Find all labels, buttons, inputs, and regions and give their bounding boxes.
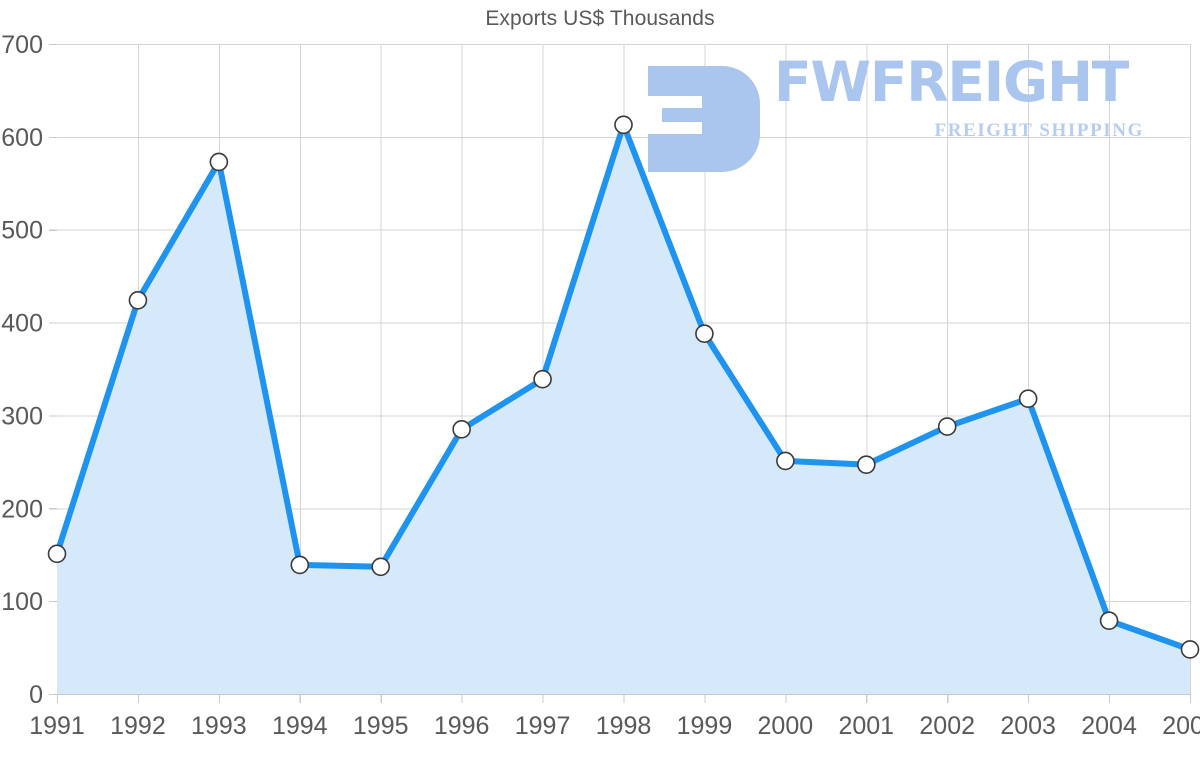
data-point-marker[interactable] bbox=[371, 557, 391, 577]
data-point-marker[interactable] bbox=[209, 152, 229, 172]
x-axis-tick-label: 1991 bbox=[29, 712, 85, 740]
series-markers-group bbox=[47, 115, 1200, 659]
data-point-marker[interactable] bbox=[1180, 640, 1200, 659]
data-point-marker[interactable] bbox=[856, 455, 876, 474]
x-axis-tick-label: 1998 bbox=[596, 712, 652, 740]
x-axis-tick-label: 2000 bbox=[758, 712, 814, 740]
x-axis-tick-label: 2001 bbox=[838, 712, 894, 740]
data-point-marker[interactable] bbox=[1018, 389, 1038, 409]
x-axis-tick-label: 1992 bbox=[110, 712, 166, 740]
data-point-marker[interactable] bbox=[614, 115, 633, 135]
x-axis-tick-label: 2002 bbox=[919, 712, 975, 740]
series-area bbox=[57, 124, 1190, 695]
tickmarks-group bbox=[49, 43, 1192, 703]
x-axis-tick-label: 2005 bbox=[1162, 712, 1200, 740]
y-axis-labels-group: 0 100 200 300 400 500 600 700 bbox=[1, 31, 43, 709]
data-point-marker[interactable] bbox=[47, 544, 67, 564]
data-point-marker[interactable] bbox=[695, 324, 714, 344]
data-point-marker[interactable] bbox=[290, 555, 310, 575]
data-point-marker[interactable] bbox=[452, 420, 471, 439]
data-point-marker[interactable] bbox=[1099, 611, 1119, 630]
y-axis-tick-label: 500 bbox=[1, 217, 43, 245]
data-point-marker[interactable] bbox=[533, 369, 552, 389]
y-axis-tick-label: 700 bbox=[1, 31, 43, 59]
y-axis-tick-label: 400 bbox=[1, 310, 43, 338]
y-axis-tick-label: 0 bbox=[29, 681, 43, 709]
y-axis-tick-label: 200 bbox=[1, 495, 43, 523]
x-axis-tick-label: 1996 bbox=[434, 712, 490, 740]
x-axis-tick-label: 1995 bbox=[353, 712, 409, 740]
y-axis-tick-label: 300 bbox=[1, 402, 43, 430]
x-axis-tick-label: 1999 bbox=[677, 712, 733, 740]
y-axis-tick-label: 600 bbox=[1, 124, 43, 152]
x-axis-tick-label: 1997 bbox=[515, 712, 571, 740]
data-point-marker[interactable] bbox=[128, 290, 148, 310]
x-axis-labels-group: 1991 1992 1993 1994 1995 1996 1997 1998 1999 2000… bbox=[29, 712, 1200, 740]
y-axis-tick-label: 100 bbox=[1, 588, 43, 616]
data-point-marker[interactable] bbox=[937, 417, 957, 436]
data-point-marker[interactable] bbox=[776, 451, 795, 471]
x-axis-tick-label: 2004 bbox=[1081, 712, 1137, 740]
x-axis-tick-label: 1994 bbox=[272, 712, 328, 740]
series-area-group bbox=[57, 124, 1190, 695]
x-axis-tick-label: 2003 bbox=[1000, 712, 1056, 740]
chart-title: Exports US$ Thousands bbox=[485, 7, 715, 30]
x-axis-tick-label: 1993 bbox=[191, 712, 247, 740]
